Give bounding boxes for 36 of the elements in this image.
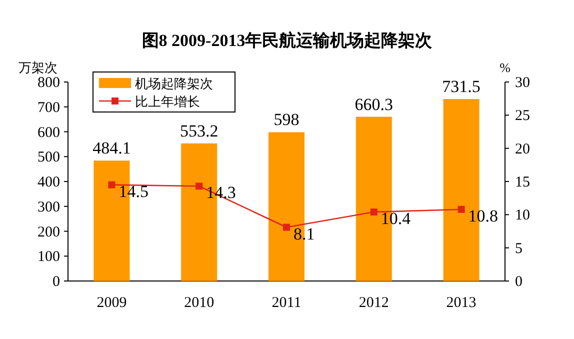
legend-label: 机场起降架次 [135,76,213,91]
point [108,181,116,188]
y2-tick-label: 30 [515,75,530,91]
y-tick-label: 200 [38,224,60,240]
y-tick-label: 800 [38,75,60,91]
x-tick-label: 2010 [184,295,214,311]
x-tick-label: 2013 [446,295,476,311]
y-tick-label: 0 [52,274,60,290]
y-tick-label: 100 [38,249,60,266]
y-tick-label: 500 [38,150,60,166]
x-tick-label: 2012 [358,295,389,311]
y2-tick-label: 5 [515,240,522,257]
data-label: 660.3 [354,94,394,114]
chart-title: 图8 2009-2013年民航运输机场起降架次 [142,31,434,50]
point [283,224,290,231]
y-tick-label: 300 [38,199,60,216]
y2-tick-label: 15 [515,174,530,190]
data-label: 484.1 [92,138,131,158]
y-tick-label: 600 [38,124,60,141]
point [196,182,203,190]
y2-tick-label: 25 [515,108,530,124]
x-tick-label: 2009 [96,295,127,311]
y2-tick-label: 0 [515,274,522,290]
data-label: 553.2 [180,121,218,140]
y-tick-label: 400 [38,174,60,190]
point [458,206,465,213]
y2-tick-label: 10 [515,208,530,224]
data-label: 598 [274,110,300,130]
point [370,208,378,216]
y2-axis-title: % [500,60,511,75]
y-tick-label: 700 [38,100,60,116]
y2-tick-label: 20 [515,141,530,158]
y-axis-title: 万架次 [18,60,58,75]
legend-label: 比上年增长 [135,94,200,109]
data-label: 731.5 [442,77,480,96]
x-tick-label: 2011 [272,295,302,311]
